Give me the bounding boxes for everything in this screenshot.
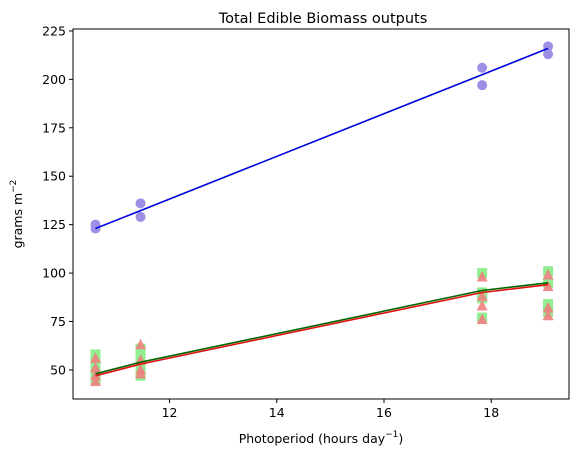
series-3-point-15 (542, 301, 554, 313)
y-tick-label-175: 175 (42, 120, 66, 135)
y-tick-label-125: 125 (42, 217, 66, 232)
y-tick-label-200: 200 (42, 72, 66, 87)
series-3-point-8 (135, 367, 147, 379)
y-tick-label-100: 100 (42, 266, 66, 281)
series-1-point-3 (135, 198, 146, 209)
series-1-point-8 (543, 49, 554, 60)
fit-line-3 (95, 283, 549, 377)
series-1-point-6 (477, 80, 488, 91)
y-axis-title: grams m−2 (9, 180, 25, 249)
series-1-point-4 (135, 211, 146, 222)
chart-title: Total Edible Biomass outputs (218, 11, 428, 27)
plot-content (90, 41, 554, 387)
series-3-point-10 (476, 290, 488, 301)
x-axis-title-tail: ) (398, 431, 403, 446)
x-tick-label-18: 18 (483, 405, 499, 420)
y-tick-label-50: 50 (50, 362, 66, 377)
x-tick-label-16: 16 (376, 405, 392, 420)
series-3-point-16 (542, 309, 554, 321)
fit-line-2 (95, 282, 549, 375)
series-3-point-1 (90, 352, 102, 363)
y-axis: 50 75 100 125 150 175 200 225 (42, 23, 73, 377)
series-3-point-2 (90, 362, 102, 373)
y-tick-label-150: 150 (42, 169, 66, 184)
y-axis-title-sup: −2 (9, 180, 19, 193)
x-axis-title-main: Photoperiod (hours day (239, 431, 386, 446)
y-tick-label-225: 225 (42, 23, 66, 38)
x-tick-label-14: 14 (269, 405, 285, 420)
series-3-point-9 (476, 270, 488, 282)
x-tick-label-12: 12 (162, 405, 178, 420)
series-3-point-11 (476, 300, 488, 311)
series-3-point-12 (476, 313, 488, 325)
series-3-point-4 (90, 375, 102, 387)
series-3-point-13 (542, 269, 554, 280)
fit-line-1 (95, 47, 549, 230)
series-1-point-5 (477, 62, 488, 73)
x-axis-title: Photoperiod (hours day−1) (239, 430, 404, 446)
series-3-point-5 (135, 338, 147, 350)
series-3-point-14 (542, 280, 554, 292)
x-axis: 12 14 16 18 (162, 399, 499, 420)
plot-frame (72, 28, 570, 400)
x-axis-title-sup: −1 (385, 430, 398, 440)
y-tick-label-75: 75 (50, 314, 66, 329)
y-axis-title-main: grams m (10, 193, 25, 249)
